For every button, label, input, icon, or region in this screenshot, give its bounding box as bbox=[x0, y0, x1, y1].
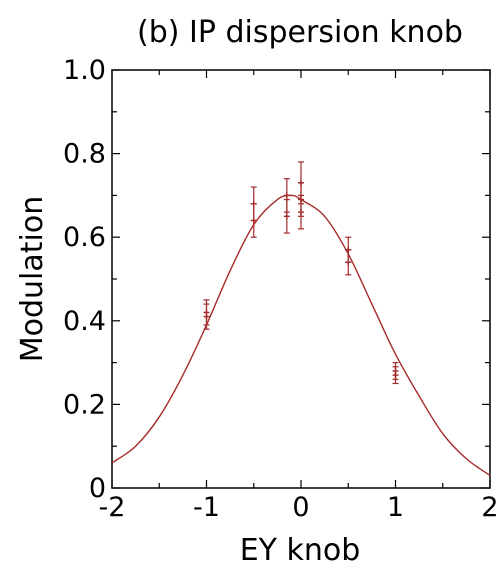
y-tick-labels: 0 0.2 0.4 0.6 0.8 1.0 bbox=[63, 55, 106, 504]
y-tick-label: 0.4 bbox=[63, 306, 106, 337]
data-points-layer bbox=[203, 161, 399, 385]
data-point bbox=[298, 194, 304, 230]
x-axis-label: EY knob bbox=[240, 533, 361, 567]
data-point bbox=[283, 198, 290, 234]
y-tick-label: 0.2 bbox=[63, 389, 106, 420]
x-tick-label: 2 bbox=[481, 492, 496, 523]
x-tick-label: 1 bbox=[387, 492, 404, 523]
data-point bbox=[392, 366, 399, 385]
fit-curve bbox=[111, 194, 491, 477]
y-tick-label: 0.6 bbox=[63, 222, 106, 253]
data-point bbox=[345, 249, 352, 276]
x-tick-labels: -2 -1 0 1 2 bbox=[99, 492, 496, 523]
fit-curve-layer bbox=[111, 194, 491, 477]
y-axis-label: Modulation bbox=[15, 196, 50, 362]
axis-ticks bbox=[111, 69, 491, 489]
y-tick-label: 0.8 bbox=[63, 139, 106, 170]
x-tick-label: -2 bbox=[99, 492, 126, 523]
chart-title: (b) IP dispersion knob bbox=[137, 15, 463, 50]
y-tick-label: 1.0 bbox=[63, 55, 106, 86]
x-tick-label: 0 bbox=[292, 492, 309, 523]
data-point bbox=[203, 303, 210, 330]
data-point bbox=[250, 203, 257, 238]
x-tick-label: -1 bbox=[193, 492, 220, 523]
y-tick-label: 0 bbox=[89, 473, 106, 504]
plot-frame bbox=[111, 69, 491, 489]
